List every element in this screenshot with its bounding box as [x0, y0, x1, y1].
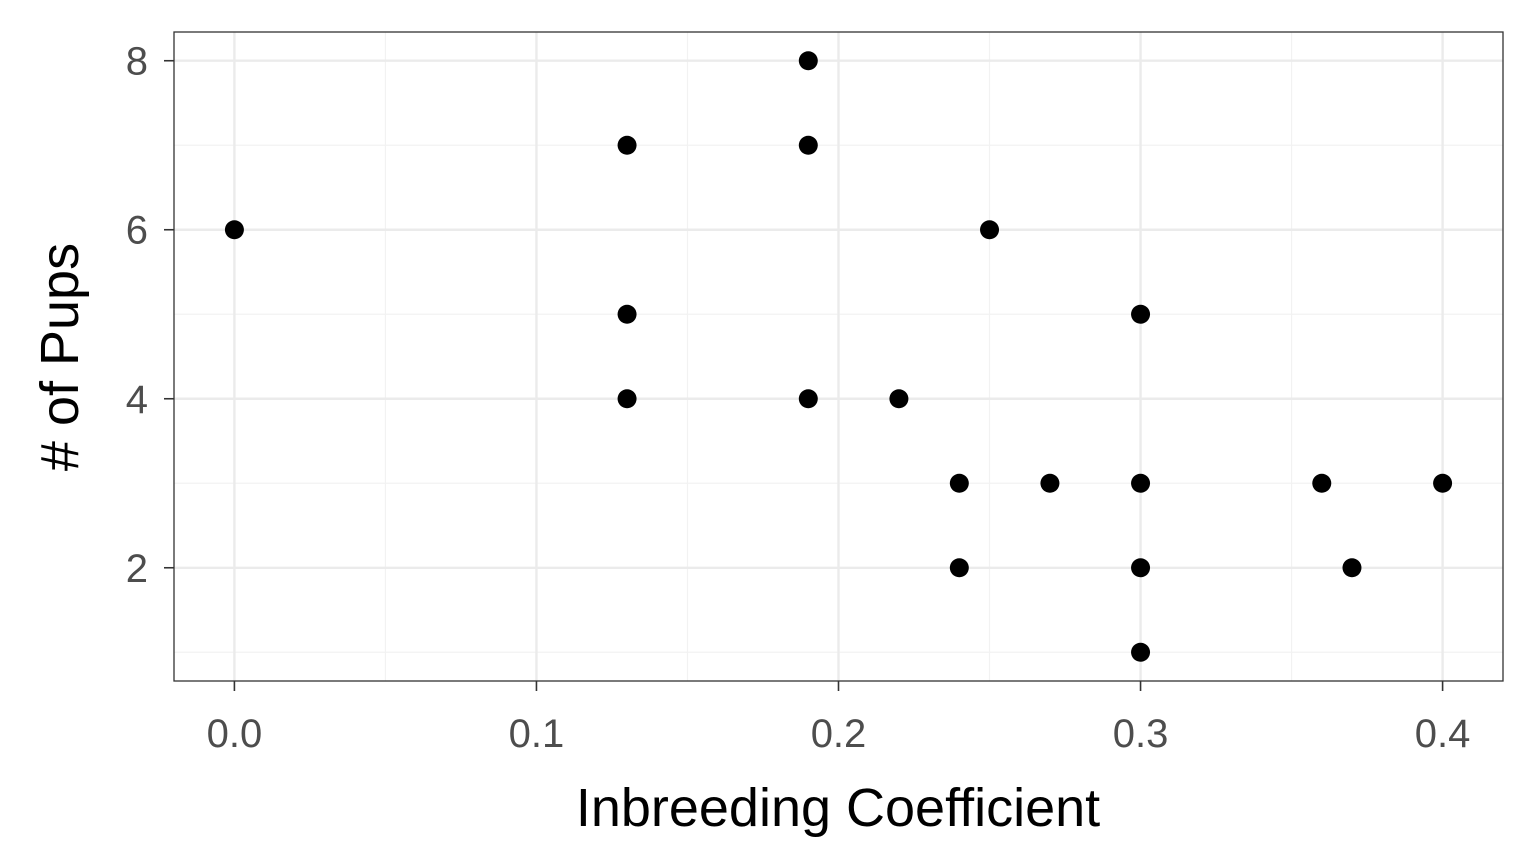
x-axis-tick-label: 0.0	[207, 712, 263, 756]
data-point	[617, 304, 637, 324]
major-gridlines	[174, 32, 1503, 681]
y-axis-tick-label: 4	[126, 378, 148, 422]
data-point	[1131, 304, 1151, 324]
x-axis-tick-label: 0.2	[811, 712, 867, 756]
x-axis-ticks	[233, 681, 1444, 691]
y-axis-ticks	[164, 59, 174, 569]
x-axis-title: Inbreeding Coefficient	[576, 778, 1100, 838]
data-point	[224, 220, 244, 240]
x-axis-tick-label: 0.1	[509, 712, 565, 756]
x-axis-tick-label: 0.3	[1113, 712, 1169, 756]
data-point	[1342, 558, 1362, 578]
y-axis-title: # of Pups	[30, 243, 90, 471]
data-point	[1040, 473, 1060, 493]
y-axis-tick-label: 2	[126, 547, 148, 591]
data-point	[949, 558, 969, 578]
y-axis-tick-label: 8	[126, 40, 148, 84]
data-point	[617, 135, 637, 155]
y-axis-tick-labels: 2 4 6 8	[126, 40, 148, 591]
data-point	[617, 389, 637, 409]
data-point	[798, 135, 818, 155]
data-point	[1433, 473, 1453, 493]
data-point	[980, 220, 1000, 240]
data-point	[949, 473, 969, 493]
x-axis-tick-labels: 0.0 0.1 0.2 0.3 0.4	[207, 712, 1471, 756]
data-point	[1312, 473, 1332, 493]
data-points	[224, 51, 1453, 662]
data-point	[798, 389, 818, 409]
data-point	[889, 389, 909, 409]
data-point	[1131, 473, 1151, 493]
data-point	[1131, 558, 1151, 578]
data-point	[798, 51, 818, 71]
y-axis-tick-label: 6	[126, 209, 148, 253]
data-point	[1131, 642, 1151, 662]
x-axis-tick-label: 0.4	[1415, 712, 1471, 756]
